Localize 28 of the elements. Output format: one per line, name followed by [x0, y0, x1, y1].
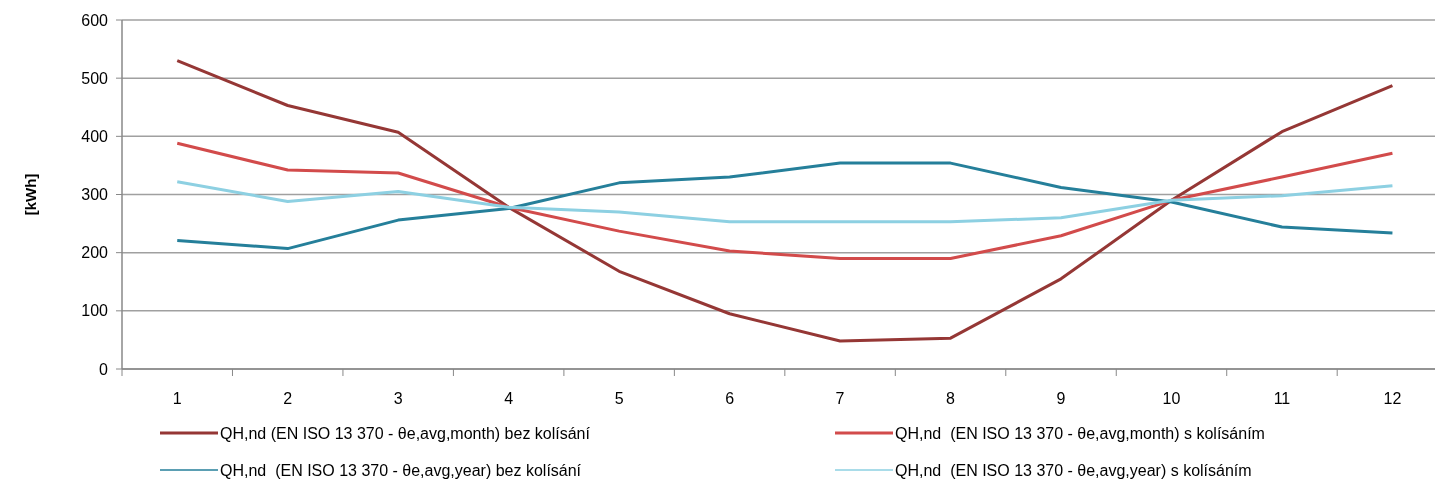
y-tick-label: 100 [81, 302, 109, 320]
y-tick-label: 500 [81, 69, 109, 87]
x-tick-label: 4 [504, 390, 514, 407]
x-tick-label: 5 [614, 390, 624, 407]
y-tick-label: 400 [81, 127, 109, 145]
x-tick-label: 3 [393, 390, 403, 407]
y-tick-label: 600 [81, 11, 109, 29]
legend-label: QH,nd (EN ISO 13 370 - θe,avg,month) s kolísáním [895, 424, 1265, 442]
legend-label: QH,nd (EN ISO 13 370 - θe,avg,month) bez kolísání [220, 424, 591, 442]
line-series [175, 141, 1394, 260]
x-tick-label: 11 [1273, 390, 1291, 407]
line-series [175, 161, 1394, 251]
x-tick-label: 12 [1383, 390, 1402, 407]
y-tick-label: 200 [81, 244, 109, 262]
x-tick-label: 7 [835, 390, 845, 407]
line-series [175, 59, 1394, 343]
x-tick-label: 8 [946, 390, 956, 407]
x-tick-label: 1 [172, 390, 182, 407]
x-tick-label: 2 [283, 390, 293, 407]
legend-label: QH,nd (EN ISO 13 370 - θe,avg,year) bez kolísání [220, 461, 582, 479]
x-tick-label: 9 [1056, 390, 1066, 407]
y-tick-label: 0 [99, 360, 109, 378]
y-axis-title: [kWh] [22, 173, 39, 216]
y-tick-label: 300 [81, 186, 109, 204]
x-tick-label: 6 [725, 390, 735, 407]
x-tick-label: 10 [1162, 390, 1181, 407]
line-series [175, 180, 1394, 224]
legend-label: QH,nd (EN ISO 13 370 - θe,avg,year) s kolísáním [895, 461, 1252, 479]
